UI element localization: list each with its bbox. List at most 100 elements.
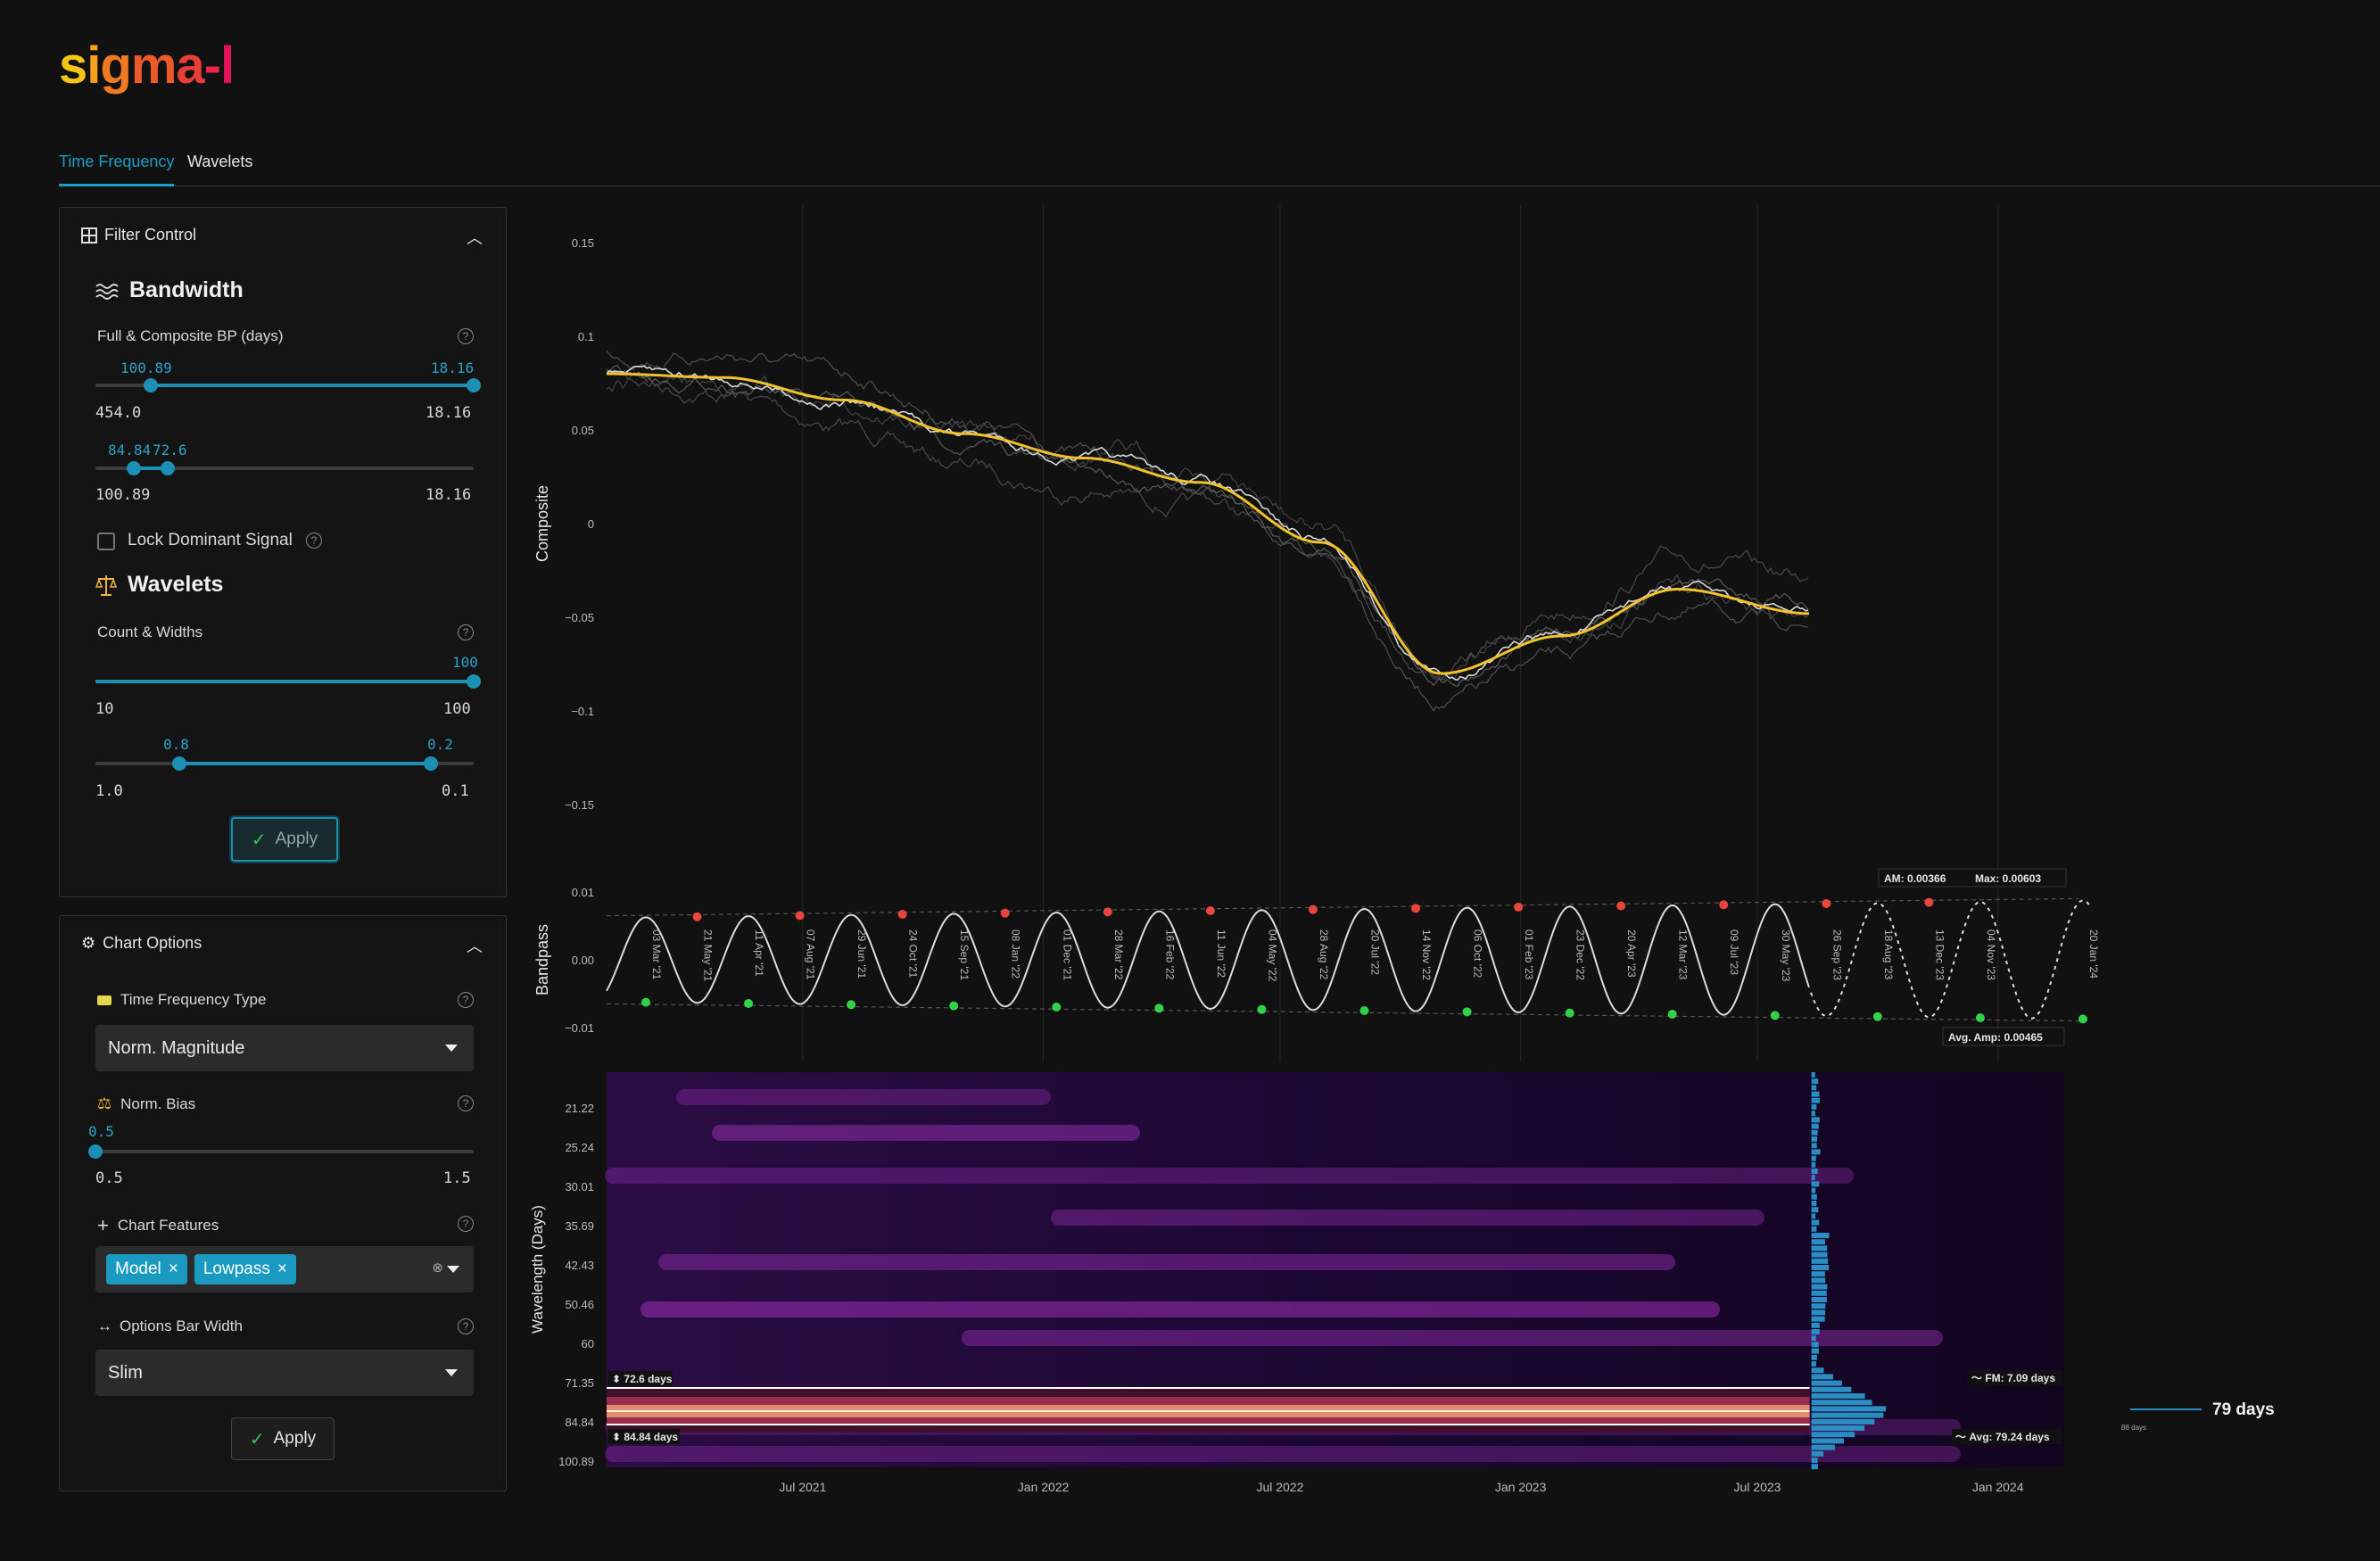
select-value: Slim: [108, 1363, 143, 1383]
slider-handle-low[interactable]: [127, 461, 141, 475]
apply-button[interactable]: ✓ Apply: [231, 817, 338, 862]
options-bar-select[interactable]: Slim: [95, 1350, 474, 1396]
y-axis-label: Composite: [533, 485, 551, 562]
spectrum-bar: [1812, 1220, 1820, 1226]
slider-min: 0.5: [95, 1169, 123, 1187]
slider-handle-high[interactable]: [424, 756, 438, 771]
slider-low-value: 0.8: [163, 736, 189, 753]
trough-date-label: 01 Dec '21: [1061, 929, 1073, 980]
slider-handle-low[interactable]: [144, 378, 158, 392]
bandwidth-label: Full & Composite BP (days): [97, 327, 283, 345]
main-tabs: Time Frequency Wavelets: [59, 143, 2380, 186]
bandwidth-range-slider[interactable]: [95, 384, 474, 387]
apply-button[interactable]: ✓ Apply: [231, 1417, 335, 1460]
trough-marker: [1463, 1007, 1472, 1016]
slider-handle[interactable]: [467, 674, 481, 689]
trough-marker: [1154, 1004, 1163, 1012]
x-tick-label: Jul 2023: [1734, 1480, 1781, 1494]
collapse-chevron-icon[interactable]: ︿: [467, 226, 483, 249]
panel-header: ⚙ Chart Options: [81, 934, 202, 953]
peak-marker: [796, 911, 805, 920]
remove-chip-icon[interactable]: ×: [277, 1260, 287, 1279]
trough-marker: [1976, 1013, 1985, 1022]
trough-date-label: 03 Mar '21: [650, 929, 663, 980]
spectrum-bar: [1812, 1259, 1829, 1264]
remove-chip-icon[interactable]: ×: [169, 1260, 178, 1279]
lock-dominant-checkbox[interactable]: [97, 533, 115, 550]
norm-bias-slider[interactable]: [95, 1150, 474, 1153]
spectrum-bar: [1812, 1124, 1819, 1129]
y-tick-label: 0.01: [572, 886, 594, 899]
count-slider[interactable]: [95, 680, 474, 683]
caret-down-icon: [445, 1045, 458, 1052]
trough-marker: [847, 1000, 855, 1009]
tf-type-select[interactable]: Norm. Magnitude: [95, 1025, 474, 1071]
spectrum-bar: [1812, 1111, 1815, 1116]
spectrum-bar: [1812, 1355, 1817, 1360]
slider-min: 454.0: [95, 404, 141, 422]
spectrum-bar: [1812, 1188, 1816, 1193]
y-tick-label: 50.46: [565, 1298, 594, 1311]
help-icon[interactable]: ?: [458, 1318, 474, 1334]
feature-chip: Lowpass ×: [194, 1254, 296, 1284]
spectrum-bar: [1812, 1303, 1826, 1309]
norm-bias-row: ⚖ Norm. Bias: [97, 1094, 195, 1113]
time-frequency-charts: 0.150.10.050−0.05−0.1−0.15Composite 0.01…: [516, 187, 2380, 1561]
peak-date-label: 28 Aug '22: [1318, 929, 1330, 980]
tab-wavelets[interactable]: Wavelets: [187, 152, 252, 184]
spectrum-bar: [1812, 1387, 1852, 1392]
slider-handle-high[interactable]: [467, 378, 481, 392]
help-icon[interactable]: ?: [458, 1216, 474, 1232]
am-annotation: AM: 0.00366: [1884, 872, 1946, 885]
help-icon[interactable]: ?: [458, 624, 474, 640]
spectrum-bar: [1812, 1271, 1825, 1276]
composite-range-slider[interactable]: [95, 467, 474, 470]
spectrum-bar: [1812, 1349, 1819, 1354]
spectrum-bar: [1812, 1284, 1828, 1290]
width-range-slider[interactable]: [95, 762, 474, 765]
trough-marker: [641, 998, 650, 1007]
spectrum-bar: [1812, 1309, 1825, 1315]
tab-time-frequency[interactable]: Time Frequency: [59, 152, 174, 186]
y-tick-label: 0.15: [572, 236, 594, 250]
trough-date-label: 12 Mar '23: [1677, 929, 1690, 980]
select-value: Norm. Magnitude: [108, 1038, 244, 1059]
scale-icon: ⚖: [97, 1094, 112, 1113]
slider-low-value: 84.84: [108, 442, 151, 458]
spectrum-bar: [1812, 1393, 1865, 1399]
slider-handle-high[interactable]: [161, 461, 175, 475]
check-icon: ✓: [252, 829, 267, 851]
fm-label: 〜 FM: 7.09 days: [1971, 1372, 2055, 1384]
spectrum-bar: [1812, 1213, 1815, 1218]
collapse-chevron-icon[interactable]: ︿: [467, 934, 483, 957]
spectrum-bar: [1812, 1297, 1827, 1302]
slider-handle-low[interactable]: [172, 756, 186, 771]
spectrum-bar: [1812, 1078, 1819, 1084]
trough-date-label: 23 Dec '22: [1574, 929, 1587, 980]
peak-marker: [1822, 899, 1830, 908]
spectral-power-band: [605, 1446, 1961, 1462]
spectrum-bar: [1812, 1175, 1815, 1180]
slider-handle[interactable]: [88, 1144, 103, 1159]
spectrum-bar: [1812, 1400, 1872, 1405]
chip-label: Model: [115, 1260, 161, 1279]
peak-date-label: 14 Nov '22: [1420, 929, 1433, 980]
help-icon[interactable]: ?: [458, 1095, 474, 1111]
spectrum-bar: [1812, 1169, 1818, 1174]
trough-date-label: 11 Apr '21: [753, 929, 765, 977]
avg-amp-annotation: Avg. Amp: 0.00465: [1948, 1031, 2043, 1044]
clear-icon[interactable]: ⊗: [432, 1260, 443, 1276]
spectrum-bar: [1812, 1104, 1817, 1110]
slider-high-value: 0.2: [427, 736, 453, 753]
help-icon[interactable]: ?: [458, 992, 474, 1008]
help-icon[interactable]: ?: [458, 328, 474, 344]
spectrum-bar: [1812, 1342, 1819, 1347]
spectrum-bar: [1812, 1265, 1830, 1270]
chart-features-multiselect[interactable]: Model × Lowpass × ⊗: [95, 1246, 474, 1293]
help-icon[interactable]: ?: [306, 533, 322, 549]
spectral-power-band: [605, 1168, 1854, 1184]
y-tick-label: 0.05: [572, 424, 594, 437]
caret-down-icon[interactable]: [447, 1266, 459, 1273]
spectrum-bar: [1812, 1194, 1817, 1200]
filter-control-panel: Filter Control ︿ Bandwidth Full & Compos…: [59, 207, 507, 897]
